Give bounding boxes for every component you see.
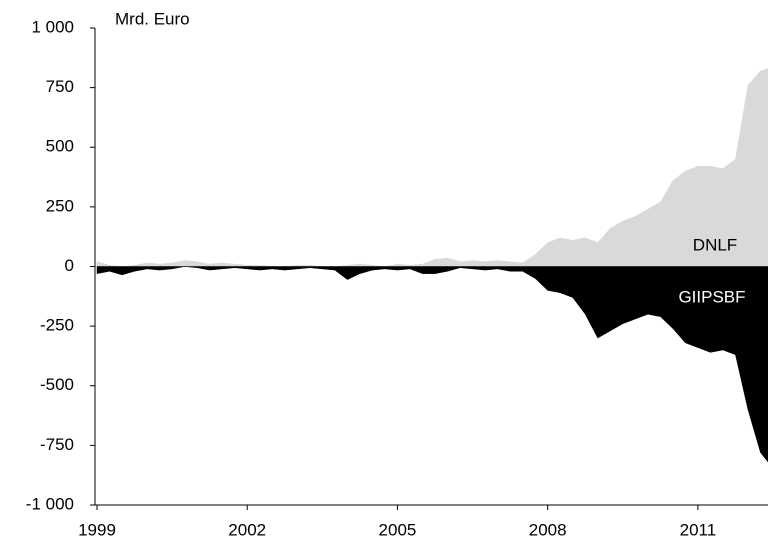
x-tick-label: 2002 xyxy=(228,520,266,539)
y-tick-label: 750 xyxy=(46,77,74,96)
y-tick-label: 500 xyxy=(46,137,74,156)
area xyxy=(96,68,768,267)
y-tick-label: 0 xyxy=(65,256,74,275)
x-tick-label: 2011 xyxy=(680,520,717,539)
y-tick-label: -750 xyxy=(40,435,74,454)
y-tick-label: -1 000 xyxy=(26,494,74,513)
series-label: DNLF xyxy=(693,235,737,254)
area xyxy=(96,266,768,463)
y-tick-label: 1 000 xyxy=(31,17,74,36)
series-label: GIIPSBF xyxy=(678,287,745,306)
y-tick-label: -500 xyxy=(40,375,74,394)
x-tick-label: 2005 xyxy=(379,520,417,539)
y-tick-label: 250 xyxy=(46,196,74,215)
x-tick-label: 2008 xyxy=(529,520,567,539)
x-tick-label: 1999 xyxy=(78,520,116,539)
y-tick-label: -250 xyxy=(40,316,74,335)
unit-label: Mrd. Euro xyxy=(115,9,190,28)
